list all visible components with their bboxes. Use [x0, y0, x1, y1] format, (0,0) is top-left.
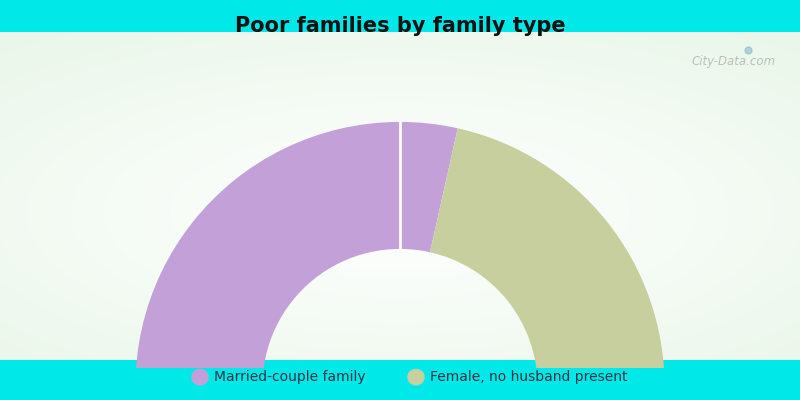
Ellipse shape [15, 69, 785, 356]
Ellipse shape [235, 151, 565, 274]
Ellipse shape [0, 56, 800, 368]
Ellipse shape [0, 3, 800, 400]
Ellipse shape [0, 52, 800, 372]
Ellipse shape [59, 85, 741, 340]
Ellipse shape [224, 147, 576, 278]
Ellipse shape [92, 98, 708, 327]
Ellipse shape [0, 32, 800, 393]
Ellipse shape [26, 73, 774, 352]
Ellipse shape [407, 369, 425, 386]
Ellipse shape [323, 184, 477, 241]
Ellipse shape [356, 196, 444, 229]
Ellipse shape [136, 114, 664, 311]
Ellipse shape [0, 16, 800, 400]
Ellipse shape [213, 143, 587, 282]
Ellipse shape [70, 89, 730, 335]
Ellipse shape [158, 122, 642, 302]
Ellipse shape [180, 130, 620, 294]
Ellipse shape [0, 61, 800, 364]
Ellipse shape [0, 36, 800, 389]
Ellipse shape [125, 110, 675, 315]
Ellipse shape [103, 102, 697, 323]
Ellipse shape [0, 28, 800, 397]
Ellipse shape [48, 81, 752, 344]
Text: Poor families by family type: Poor families by family type [234, 16, 566, 36]
Ellipse shape [37, 77, 763, 348]
Wedge shape [430, 128, 665, 386]
Ellipse shape [246, 155, 554, 270]
Ellipse shape [147, 118, 653, 307]
Text: Married-couple family: Married-couple family [214, 370, 366, 384]
Ellipse shape [0, 24, 800, 400]
Ellipse shape [4, 65, 796, 360]
Ellipse shape [345, 192, 455, 233]
Ellipse shape [0, 48, 800, 376]
Ellipse shape [0, 7, 800, 400]
Text: City-Data.com: City-Data.com [692, 55, 776, 68]
Ellipse shape [0, 44, 800, 380]
Ellipse shape [367, 200, 433, 225]
Ellipse shape [279, 167, 521, 258]
Ellipse shape [301, 176, 499, 249]
Ellipse shape [389, 208, 411, 216]
Ellipse shape [191, 134, 609, 290]
Ellipse shape [268, 163, 532, 262]
Wedge shape [135, 122, 458, 386]
Ellipse shape [169, 126, 631, 298]
Ellipse shape [290, 171, 510, 254]
Text: Female, no husband present: Female, no husband present [430, 370, 628, 384]
Ellipse shape [257, 159, 543, 266]
Ellipse shape [378, 204, 422, 221]
Ellipse shape [334, 188, 466, 237]
Ellipse shape [81, 94, 719, 331]
Ellipse shape [0, 12, 800, 400]
Ellipse shape [202, 139, 598, 286]
Ellipse shape [114, 106, 686, 319]
Ellipse shape [312, 180, 488, 245]
Ellipse shape [191, 369, 209, 386]
Ellipse shape [0, 20, 800, 400]
Ellipse shape [0, 40, 800, 385]
